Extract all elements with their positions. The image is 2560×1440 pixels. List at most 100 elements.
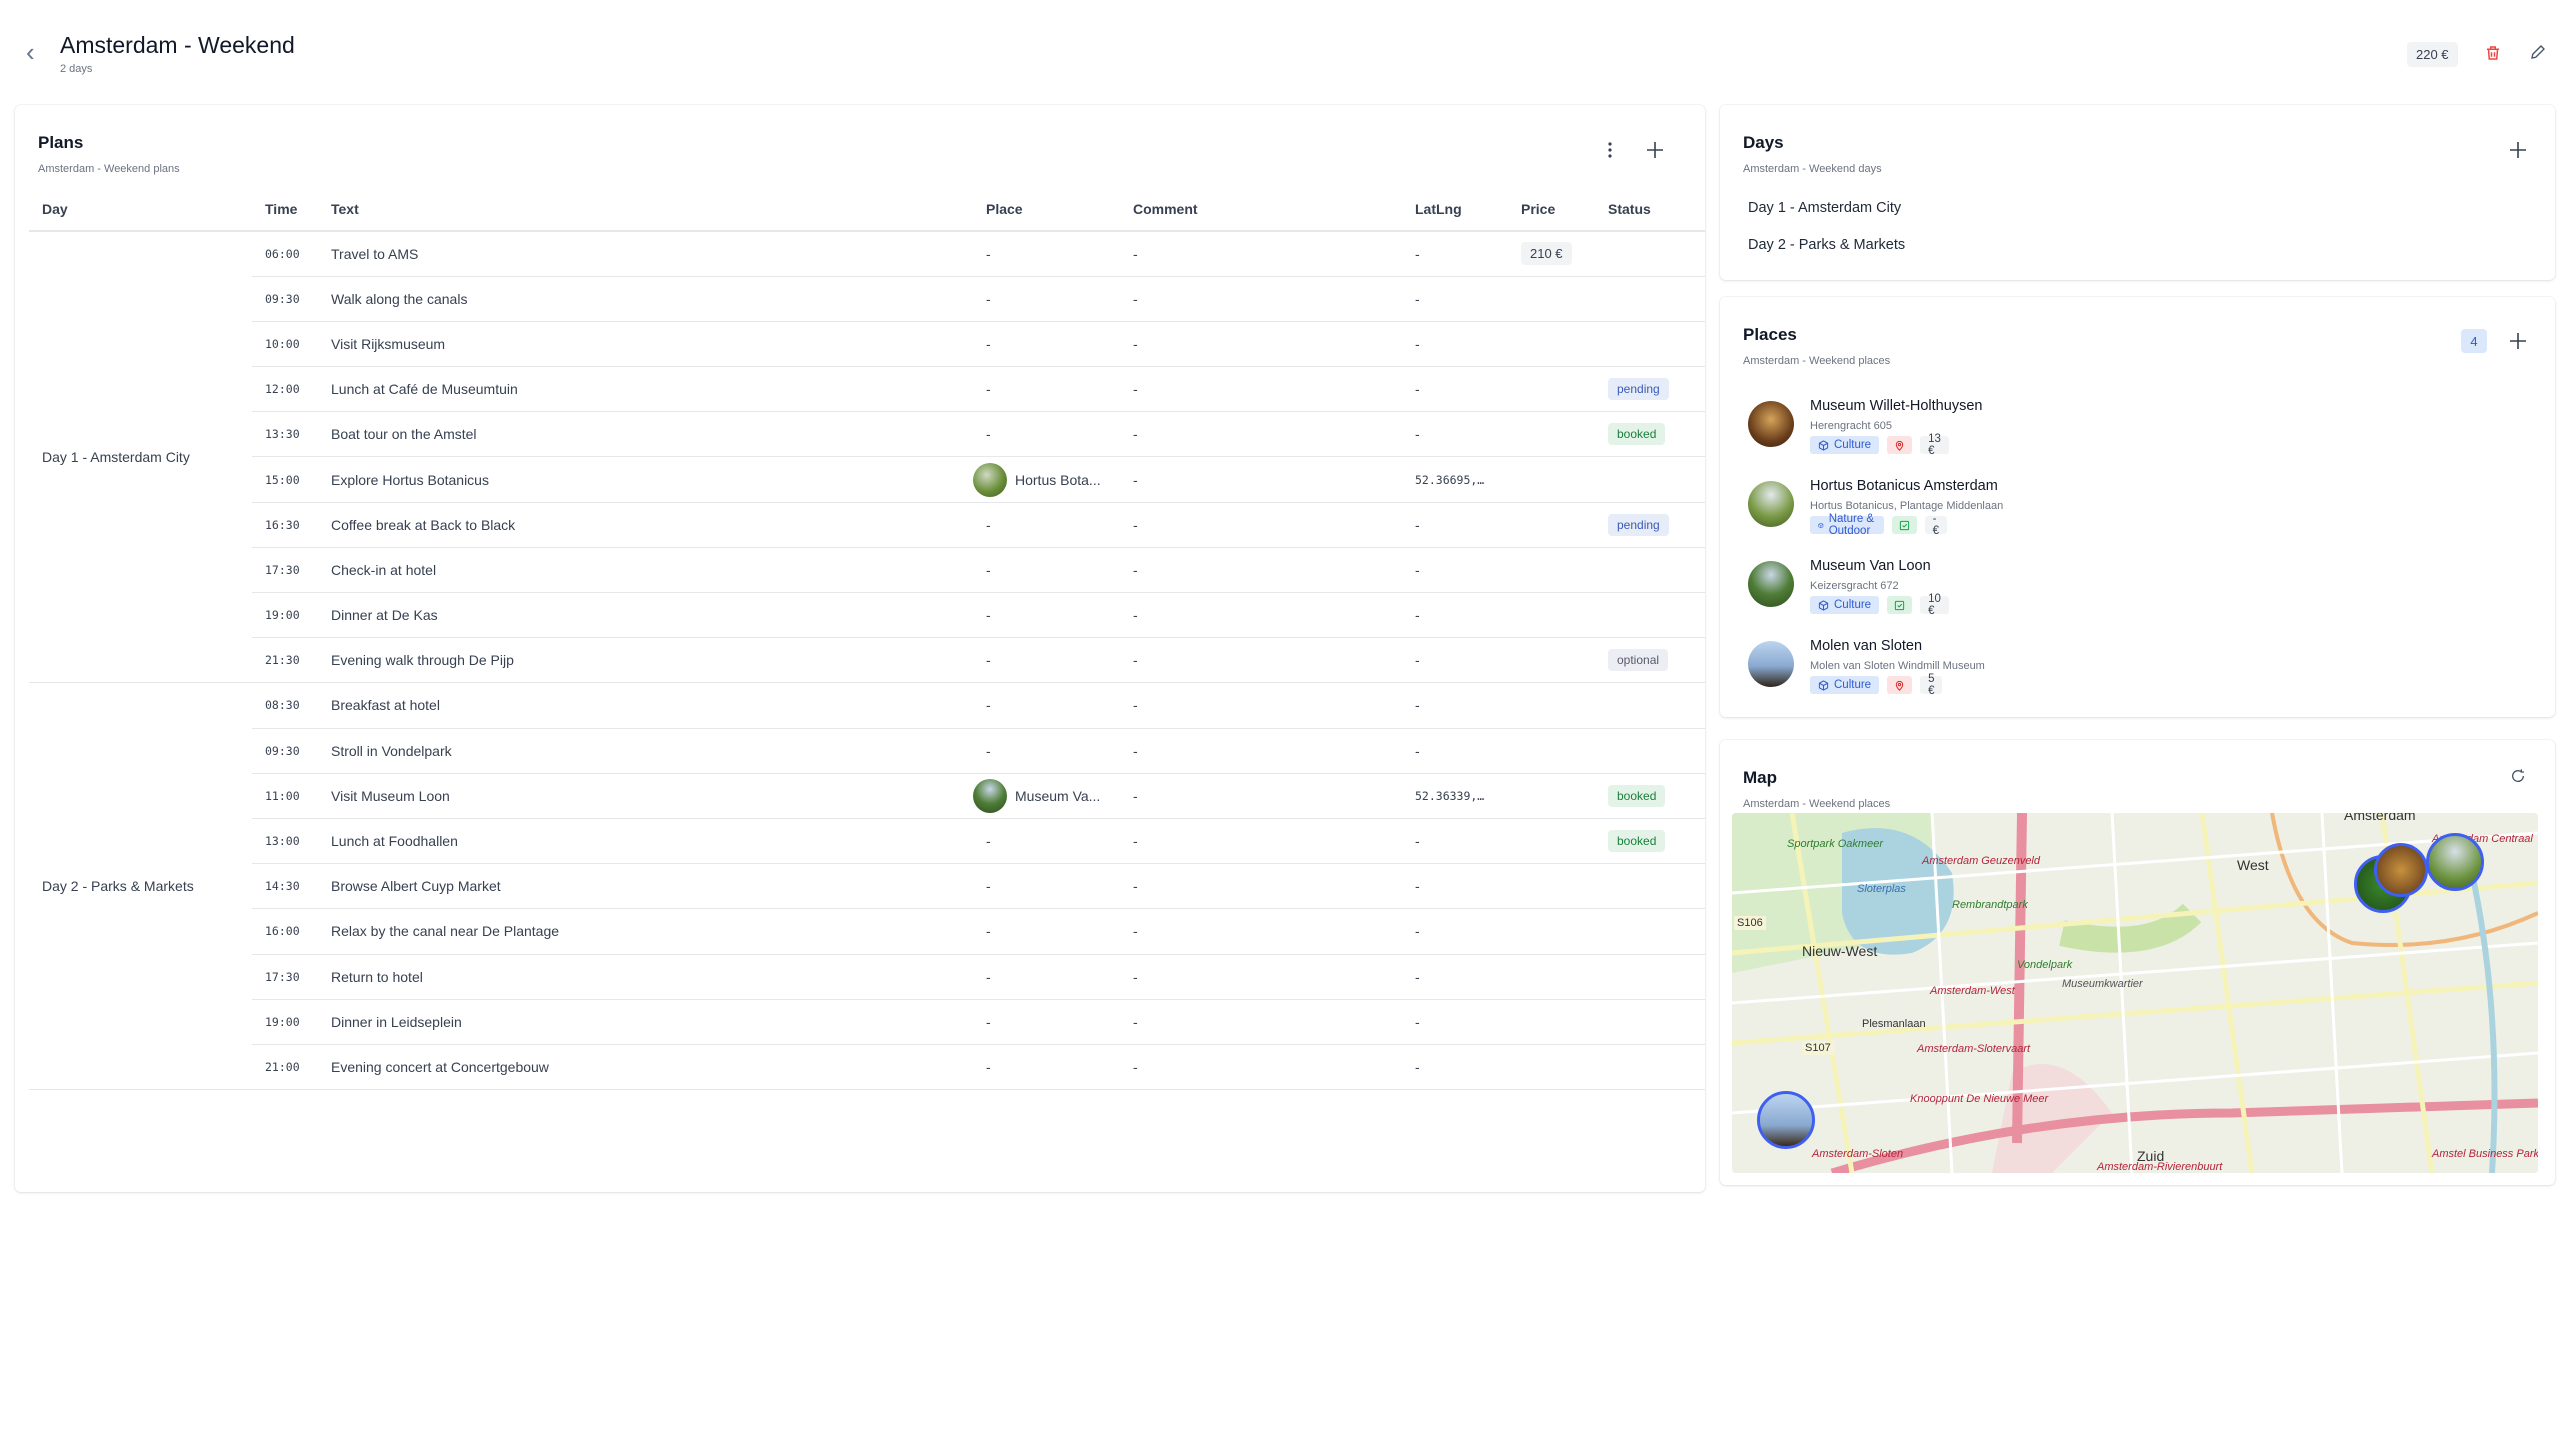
map-pin-icon <box>1895 680 1904 691</box>
back-button[interactable]: ‹ <box>26 39 50 65</box>
plan-row[interactable]: Day 2 - Parks & Markets 08:30 Breakfast at… <box>29 682 1705 1091</box>
price-cell <box>1508 366 1595 413</box>
status-badge: booked <box>1608 784 1666 807</box>
place-cell: - <box>973 592 1120 639</box>
plans-table: Day Time Text Place Comment LatLng Price Status… <box>29 187 1705 1091</box>
map-refresh-button[interactable] <box>2505 763 2531 789</box>
delete-button[interactable] <box>2480 40 2506 66</box>
price-cell <box>1508 863 1595 910</box>
text-cell: Lunch at Foodhallen <box>318 818 973 865</box>
column-header-comment[interactable]: Comment <box>1120 187 1402 232</box>
column-header-day[interactable]: Day <box>29 187 252 232</box>
column-header-place[interactable]: Place <box>973 187 1120 232</box>
comment-cell: - <box>1120 547 1402 594</box>
map-label: S106 <box>1734 916 1766 930</box>
map-marker-hortus-botanicus[interactable] <box>2426 833 2484 891</box>
plans-more-button[interactable] <box>1597 137 1623 163</box>
plan-row[interactable]: 16:00 Relax by the canal near De Plantage… <box>29 908 1705 955</box>
map-marker-molen-van-sloten[interactable] <box>1757 1091 1815 1149</box>
day-item[interactable]: Day 2 - Parks & Markets <box>1748 237 1906 253</box>
check-square-icon <box>1899 520 1909 530</box>
place-cell[interactable]: Museum Va... <box>973 773 1120 819</box>
plan-row[interactable]: 19:00 Dinner in Leidseplein - - - <box>29 999 1705 1045</box>
place-name: Hortus Bota... <box>1015 471 1101 488</box>
latlng-cell: - <box>1402 592 1508 639</box>
status-cell: booked <box>1595 773 1705 819</box>
plan-row[interactable]: 16:30 Coffee break at Back to Black - - - pen… <box>29 502 1705 548</box>
column-header-status[interactable]: Status <box>1595 187 1705 232</box>
latlng-cell: - <box>1402 637 1508 684</box>
comment-cell: - <box>1120 682 1402 729</box>
latlng-cell: - <box>1402 231 1508 277</box>
place-cell: - <box>973 276 1120 322</box>
text-cell: Visit Museum Loon <box>318 773 973 819</box>
status-badge: pending <box>1608 513 1669 536</box>
add-plan-button[interactable] <box>1642 137 1668 163</box>
status-cell: booked <box>1595 818 1705 865</box>
category-label: Culture <box>1834 679 1872 691</box>
map-marker-museum-willet-holthuysen[interactable] <box>2374 843 2428 897</box>
plan-row[interactable]: 09:30 Walk along the canals - - - <box>29 276 1705 322</box>
status-cell <box>1595 276 1705 322</box>
price-cell <box>1508 999 1595 1045</box>
plan-row[interactable]: 11:00 Visit Museum Loon Museum Va... -52.36… <box>29 773 1705 819</box>
latlng-cell: - <box>1402 908 1508 955</box>
plan-row[interactable]: 17:30 Return to hotel - - - <box>29 954 1705 1000</box>
price-cell <box>1508 592 1595 639</box>
place-cell[interactable]: Hortus Bota... <box>973 456 1120 503</box>
map-label: Amsterdam Geuzenveld <box>1922 855 2040 867</box>
add-day-button[interactable] <box>2505 137 2531 163</box>
latlng-cell: - <box>1402 1044 1508 1091</box>
column-header-latlng[interactable]: LatLng <box>1402 187 1508 232</box>
comment-cell: - <box>1120 411 1402 458</box>
status-cell <box>1595 999 1705 1045</box>
edit-button[interactable] <box>2525 39 2551 65</box>
time-cell: 06:00 <box>252 231 318 277</box>
plan-row[interactable]: 21:30 Evening walk through De Pijp - - - opti… <box>29 637 1705 684</box>
latlng-cell: 52.36695,… <box>1402 456 1508 503</box>
price-cell <box>1508 773 1595 819</box>
place-name: Museum Van Loon <box>1810 558 1931 574</box>
plan-row[interactable]: Day 1 - Amsterdam City 06:00 Travel to AMS… <box>29 231 1705 684</box>
latlng-cell: - <box>1402 366 1508 413</box>
column-header-text[interactable]: Text <box>318 187 973 232</box>
plan-row[interactable]: 13:30 Boat tour on the Amstel - - - booked <box>29 411 1705 458</box>
day-item[interactable]: Day 1 - Amsterdam City <box>1748 200 1902 216</box>
plan-row[interactable]: 17:30 Check-in at hotel - - - <box>29 547 1705 594</box>
time-cell: 11:00 <box>252 773 318 819</box>
status-cell <box>1595 547 1705 594</box>
column-header-price[interactable]: Price <box>1508 187 1595 232</box>
text-cell: Walk along the canals <box>318 276 973 322</box>
map-view[interactable]: Amsterdam Amsterdam Centraal West Nieuw-… <box>1732 813 2538 1173</box>
plan-row[interactable]: 14:30 Browse Albert Cuyp Market - - - <box>29 863 1705 910</box>
plan-row[interactable]: 21:00 Evening concert at Concertgebouw - - - <box>29 1044 1705 1091</box>
status-cell <box>1595 321 1705 368</box>
column-header-time[interactable]: Time <box>252 187 318 232</box>
category-tag: Culture <box>1810 676 1880 694</box>
time-cell: 13:30 <box>252 411 318 458</box>
plan-row[interactable]: 15:00 Explore Hortus Botanicus Hortus Bota… <box>29 456 1705 503</box>
text-cell: Evening concert at Concertgebouw <box>318 1044 973 1091</box>
plan-row[interactable]: 10:00 Visit Rijksmuseum - - - <box>29 321 1705 368</box>
places-count-badge: 4 <box>2461 329 2487 353</box>
text-cell: Browse Albert Cuyp Market <box>318 863 973 910</box>
status-badge: booked <box>1608 423 1666 446</box>
latlng-cell: - <box>1402 321 1508 368</box>
plan-row[interactable]: 19:00 Dinner at De Kas - - - <box>29 592 1705 639</box>
map-label: Sportpark Oakmeer <box>1787 838 1883 850</box>
status-cell <box>1595 592 1705 639</box>
plan-row[interactable]: 09:30 Stroll in Vondelpark - - - <box>29 728 1705 774</box>
plan-row[interactable]: 12:00 Lunch at Café de Museumtuin - - - pendi… <box>29 366 1705 413</box>
status-badge: pending <box>1608 378 1669 401</box>
price-cell <box>1508 456 1595 503</box>
category-label: Culture <box>1834 599 1872 611</box>
map-pin-icon <box>1895 440 1904 451</box>
place-address: Herengracht 605 <box>1810 420 1892 432</box>
text-cell: Dinner in Leidseplein <box>318 999 973 1045</box>
plan-row[interactable]: 13:00 Lunch at Foodhallen - - - booked <box>29 818 1705 865</box>
latlng-cell: - <box>1402 411 1508 458</box>
place-name: Molen van Sloten <box>1810 638 1923 654</box>
place-address: Keizersgracht 672 <box>1810 580 1899 592</box>
map-title: Map <box>1743 768 1777 787</box>
add-place-button[interactable] <box>2505 328 2531 354</box>
